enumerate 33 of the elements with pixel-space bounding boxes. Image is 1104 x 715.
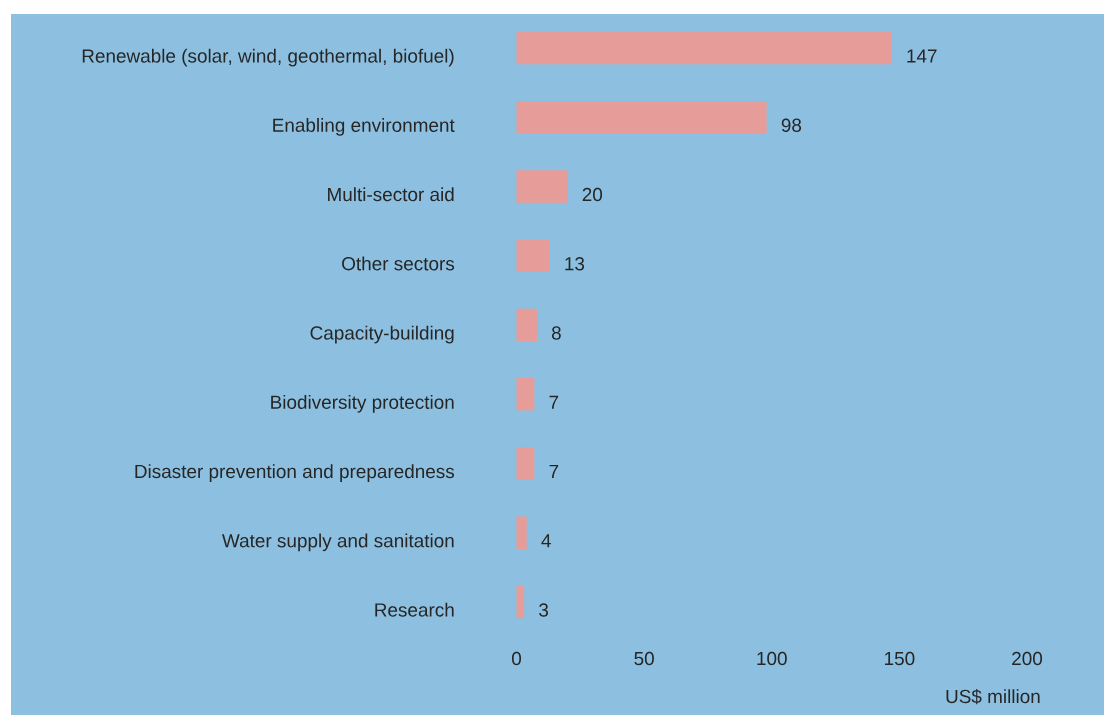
y-tick-label: Biodiversity protection <box>271 395 454 413</box>
bar <box>516 516 527 549</box>
y-tick-label: Multi-sector aid <box>328 187 454 202</box>
y-tick-label: Water supply and sanitation <box>222 533 454 552</box>
bar <box>516 100 767 134</box>
data-label: 7 <box>549 395 559 409</box>
bar <box>516 308 537 342</box>
x-tick-label: 200 <box>1012 651 1043 666</box>
y-tick-label: Research <box>375 602 454 617</box>
x-tick-label: 150 <box>885 651 915 666</box>
y-tick-label: Other sectors <box>342 256 455 271</box>
bar <box>516 447 535 480</box>
data-label: 20 <box>582 187 603 202</box>
data-label: 3 <box>539 603 549 617</box>
bar <box>516 170 568 203</box>
bar <box>516 377 535 411</box>
bar <box>516 31 892 65</box>
x-tick-label: 0 <box>511 651 522 666</box>
y-tick-label: Disaster prevention and preparedness <box>135 464 455 482</box>
bar <box>516 239 550 273</box>
data-label: 147 <box>907 49 937 63</box>
data-label: 8 <box>551 326 561 340</box>
bar <box>516 585 525 619</box>
x-axis-title: US$ million <box>946 688 1040 705</box>
y-tick-label: Capacity-building <box>310 325 454 344</box>
x-tick-label: 100 <box>757 651 787 666</box>
data-label: 98 <box>781 118 802 132</box>
y-tick-label: Renewable (solar, wind, geothermal, biofuel) <box>82 48 454 67</box>
data-label: 4 <box>541 534 551 548</box>
data-label: 7 <box>549 464 559 478</box>
y-tick-label: Enabling environment <box>273 118 455 136</box>
data-label: 13 <box>565 257 585 271</box>
x-tick-label: 50 <box>634 651 654 666</box>
